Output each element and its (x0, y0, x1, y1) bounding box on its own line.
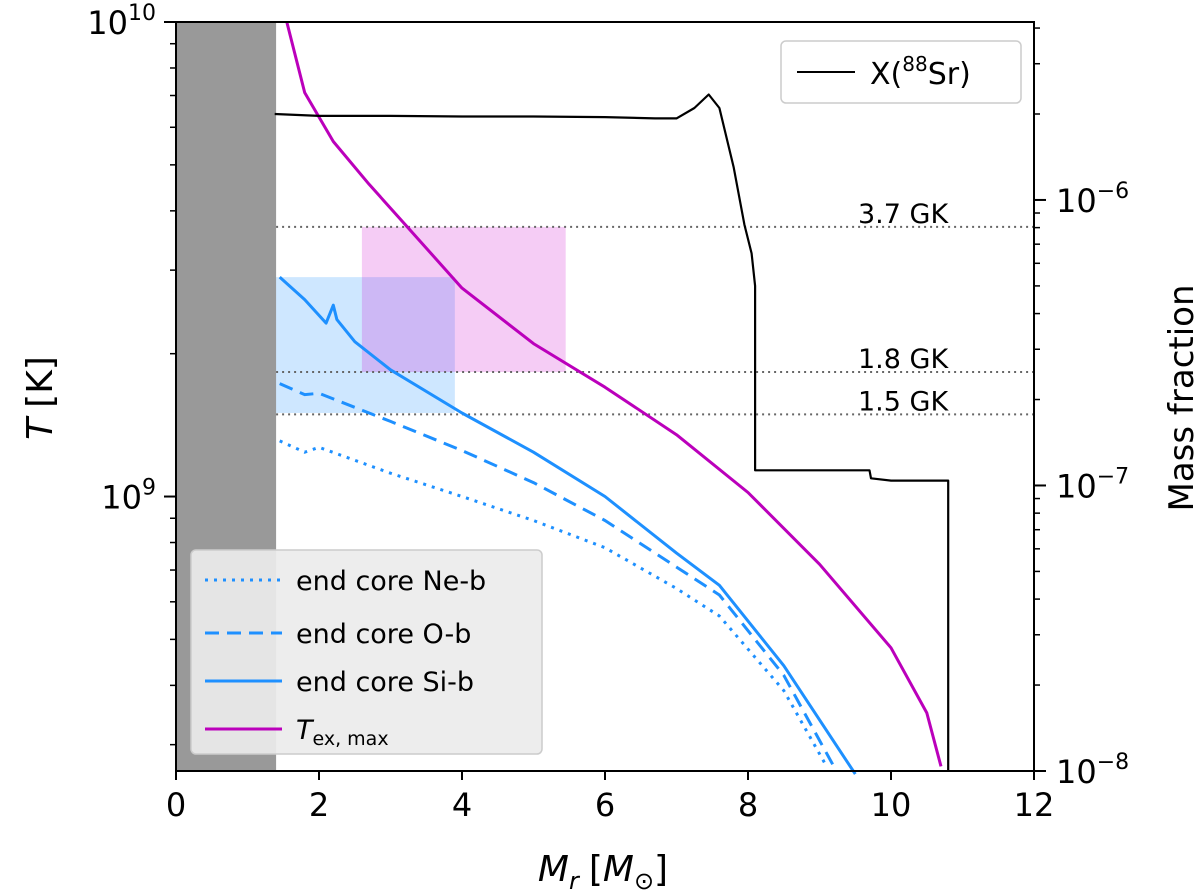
legend-ne-label: end core Ne-b (296, 566, 486, 597)
series-line-2 (278, 275, 857, 775)
temperature-label-1: 1.8 GK (858, 344, 949, 375)
legend-lower-left: end core Ne-b end core O-b end core Si-b… (190, 549, 543, 755)
series-line-3 (285, 21, 943, 767)
y-tick-label-1: 109 (101, 476, 156, 517)
y2-axis-label: Mass fraction (1162, 284, 1200, 511)
legend-tex-label: Tex, max (296, 715, 389, 750)
legend-lower-left-box (190, 549, 543, 755)
y2-tick-label-0: 10−6 (1056, 179, 1129, 220)
y-axis-label: T[K] (20, 356, 61, 440)
x-tick-label-5: 10 (871, 786, 912, 824)
reference-lines (276, 225, 1034, 416)
temperature-label-0: 3.7 GK (858, 199, 949, 230)
series-line-4 (274, 93, 950, 771)
legend-upper-right-box (780, 40, 1022, 104)
x-tick-label-4: 8 (738, 786, 758, 824)
reference-labels: 3.7 GK 1.8 GK 1.5 GK (858, 199, 949, 417)
x-tick-label-3: 6 (595, 786, 615, 824)
y2-tick-label-1: 10−7 (1056, 464, 1129, 505)
shaded-regions (276, 226, 566, 413)
x-axis-label: Mr [M⊙] (538, 849, 668, 891)
x-tick-label-0: 0 (166, 786, 186, 824)
y2-tick-label-2: 10−8 (1056, 750, 1129, 791)
legend-o-label: end core O-b (296, 619, 471, 650)
x-tick-label-2: 4 (452, 786, 472, 824)
y-tick-label-0: 1010 (87, 1, 156, 42)
series-lines (274, 21, 950, 775)
series-line-0 (279, 439, 828, 768)
x-tick-label-1: 2 (309, 786, 329, 824)
series-line-1 (279, 382, 836, 768)
shaded-region-magenta (361, 226, 566, 372)
legend-sr-label: X(88Sr) (870, 52, 971, 92)
ticks: 0 2 4 6 8 10 12 1010 109 10−6 10−7 10−8 (87, 1, 1129, 824)
x-tick-label-6: 12 (1014, 786, 1055, 824)
legend-si-label: end core Si-b (296, 667, 474, 698)
legend-upper-right: X(88Sr) (780, 40, 1022, 104)
temperature-label-2: 1.5 GK (858, 386, 949, 417)
